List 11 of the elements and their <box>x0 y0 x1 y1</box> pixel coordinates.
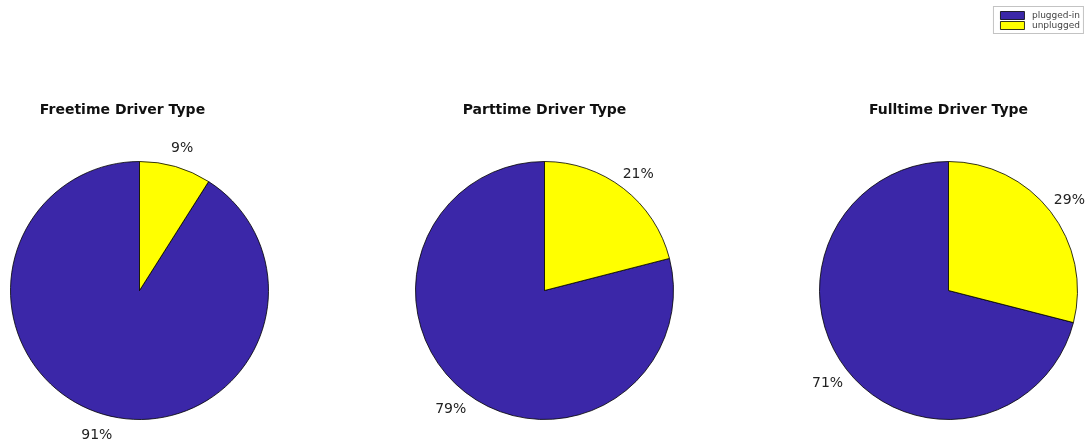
legend-label: unplugged <box>1031 20 1080 30</box>
chart-title: Fulltime Driver Type <box>868 100 1029 117</box>
legend-label: plugged-in <box>1031 10 1080 20</box>
data-label: 71% <box>812 373 844 390</box>
chart-title: Parttime Driver Type <box>462 100 627 117</box>
data-label: 21% <box>622 164 654 181</box>
data-label: 79% <box>435 400 467 417</box>
data-label: 91% <box>81 425 113 442</box>
data-label: 9% <box>171 139 194 156</box>
text: Freetime Driver Type <box>39 100 206 117</box>
data-label: 29% <box>1053 191 1085 208</box>
